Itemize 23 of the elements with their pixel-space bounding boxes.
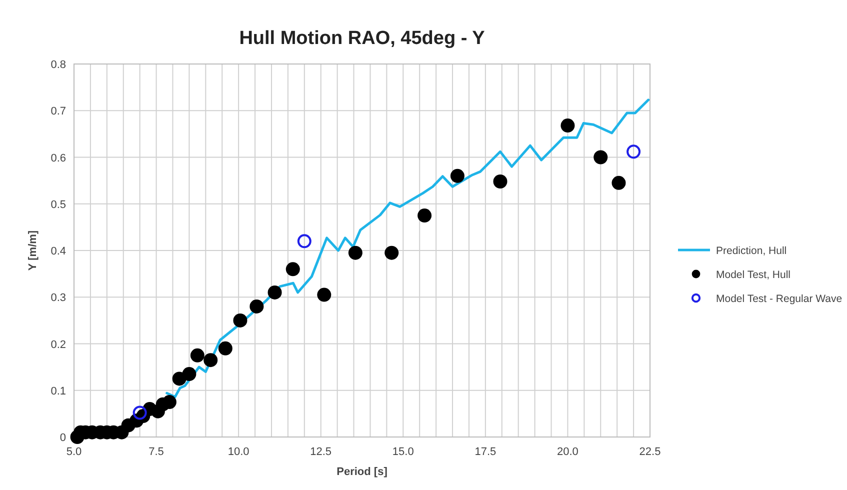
y-tick-label: 0.1 — [50, 385, 66, 398]
x-tick-label: 22.5 — [639, 446, 661, 458]
legend-label: Model Test - Regular Wave — [716, 293, 842, 305]
x-tick-label: 5.0 — [66, 446, 82, 458]
y-tick-label: 0.2 — [50, 338, 66, 351]
x-tick-label: 7.5 — [148, 446, 164, 458]
x-axis-title: Period [s] — [336, 466, 388, 478]
y-tick-label: 0.6 — [50, 152, 66, 164]
x-tick-label: 20.0 — [557, 446, 578, 458]
y-tick-label: 0 — [60, 432, 66, 444]
y-tick-label: 0.8 — [50, 59, 66, 71]
x-tick-label: 12.5 — [310, 446, 332, 458]
y-tick-label: 0.5 — [50, 198, 66, 211]
y-tick-label: 0.4 — [50, 246, 66, 258]
y-tick-label: 0.3 — [50, 292, 66, 304]
x-tick-label: 15.0 — [392, 446, 414, 458]
legend-label: Model Test, Hull — [716, 269, 791, 281]
x-tick-label: 17.5 — [474, 446, 496, 458]
y-tick-label: 0.7 — [50, 106, 66, 118]
legend-label: Prediction, Hull — [716, 245, 787, 257]
x-tick-label: 10.0 — [228, 446, 250, 458]
chart-title: Hull Motion RAO, 45deg - Y — [239, 28, 486, 49]
y-axis-title: Y [m/m] — [27, 230, 39, 271]
